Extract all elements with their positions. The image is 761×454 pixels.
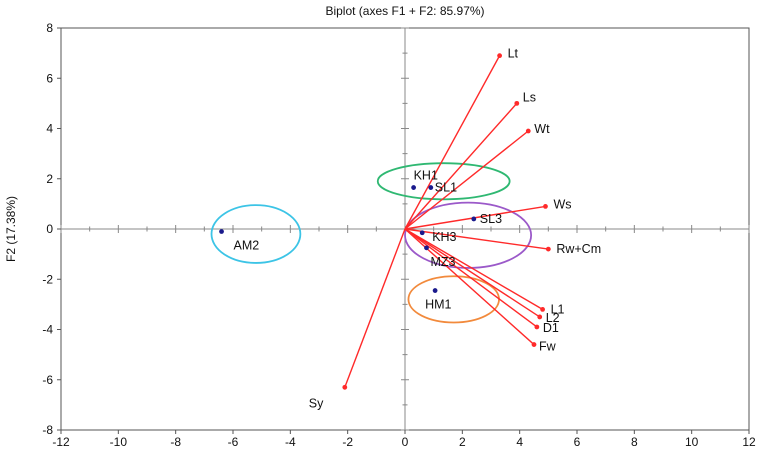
x-tick-label: -4 [285,435,296,449]
chart-title: Biplot (axes F1 + F2: 85.97%) [325,4,484,18]
variable-label: Fw [539,340,557,354]
observation-point [471,216,477,222]
variable-label: Sy [309,396,324,410]
group-ellipse [404,201,533,269]
observation-label: HM1 [425,298,451,312]
group-ellipse [210,204,302,264]
observation-point [219,229,224,234]
variable-label: Ws [553,197,571,211]
variable-point [531,342,537,347]
variable-vector-lt [404,55,501,230]
x-tick-label: -12 [52,435,70,449]
y-tick-label: -6 [42,373,53,387]
observation-label: MZ3 [431,255,456,269]
y-axis-title: F2 (17.38%) [4,196,18,262]
observation-label: KH1 [414,169,438,183]
observation-point [411,185,416,190]
variable-point [534,324,540,330]
tick-marks: -12 -10 -8 -6 -4 -2 0 2 4 6 8 10 12 -8 -6 -4 -2 0 2 4 6 8 [42,21,756,449]
x-tick-label: 0 [402,435,409,449]
x-tick-label: 10 [685,435,699,449]
x-tick-label: 6 [574,435,581,449]
variable-vector-ls [404,102,518,230]
observation-label: SL1 [435,181,457,195]
group-ellipses [210,162,533,324]
variable-vector-l1 [404,228,543,311]
variable-point [540,307,545,312]
y-tick-label: 6 [46,71,53,85]
variable-vector-d1 [404,228,538,328]
variable-point [525,128,531,134]
y-tick-label: 8 [46,21,53,35]
x-tick-label: -6 [228,435,239,449]
variable-vector-fw [404,228,535,346]
variable-point [537,314,543,320]
y-tick-label: 0 [46,222,53,236]
x-tick-label: 12 [742,435,756,449]
x-tick-label: -2 [342,435,353,449]
observation-point [419,230,425,236]
variable-label: Wt [534,122,550,136]
y-tick-label: 2 [46,172,53,186]
x-tick-label: -10 [110,435,128,449]
variable-vector-sy [344,228,406,388]
y-tick-label: -2 [42,272,53,286]
variable-point [342,384,348,390]
variable-vector-l2 [404,228,541,318]
x-tick-label: -8 [170,435,181,449]
x-tick-label: 2 [459,435,466,449]
variable-vectors [342,53,551,390]
observation-points [219,185,477,293]
group-ellipse [407,275,500,324]
y-tick-label: -8 [42,423,53,437]
variable-point [497,53,502,59]
variable-label: L1 [551,302,565,316]
y-tick-label: -4 [42,323,53,337]
variable-label: Lt [508,47,519,61]
variable-label: Rw+Cm [556,242,601,256]
variable-point [543,203,548,209]
x-tick-label: 8 [631,435,638,449]
variable-label: L2 [546,311,560,325]
variable-point [514,100,520,106]
observation-point [424,245,429,251]
observation-point [428,185,434,190]
variable-vector-wt [404,130,529,230]
y-tick-label: 4 [46,122,53,136]
observation-point [432,288,438,293]
variable-label: Ls [523,90,536,104]
variable-vector-rw-cm [404,228,549,250]
variable-label: D1 [543,321,559,335]
observation-label: KH3 [432,230,456,244]
x-tick-label: 4 [516,435,523,449]
observation-label: SL3 [480,212,502,226]
group-ellipse [376,162,511,201]
variable-point [545,246,551,252]
observation-label: AM2 [234,239,260,253]
